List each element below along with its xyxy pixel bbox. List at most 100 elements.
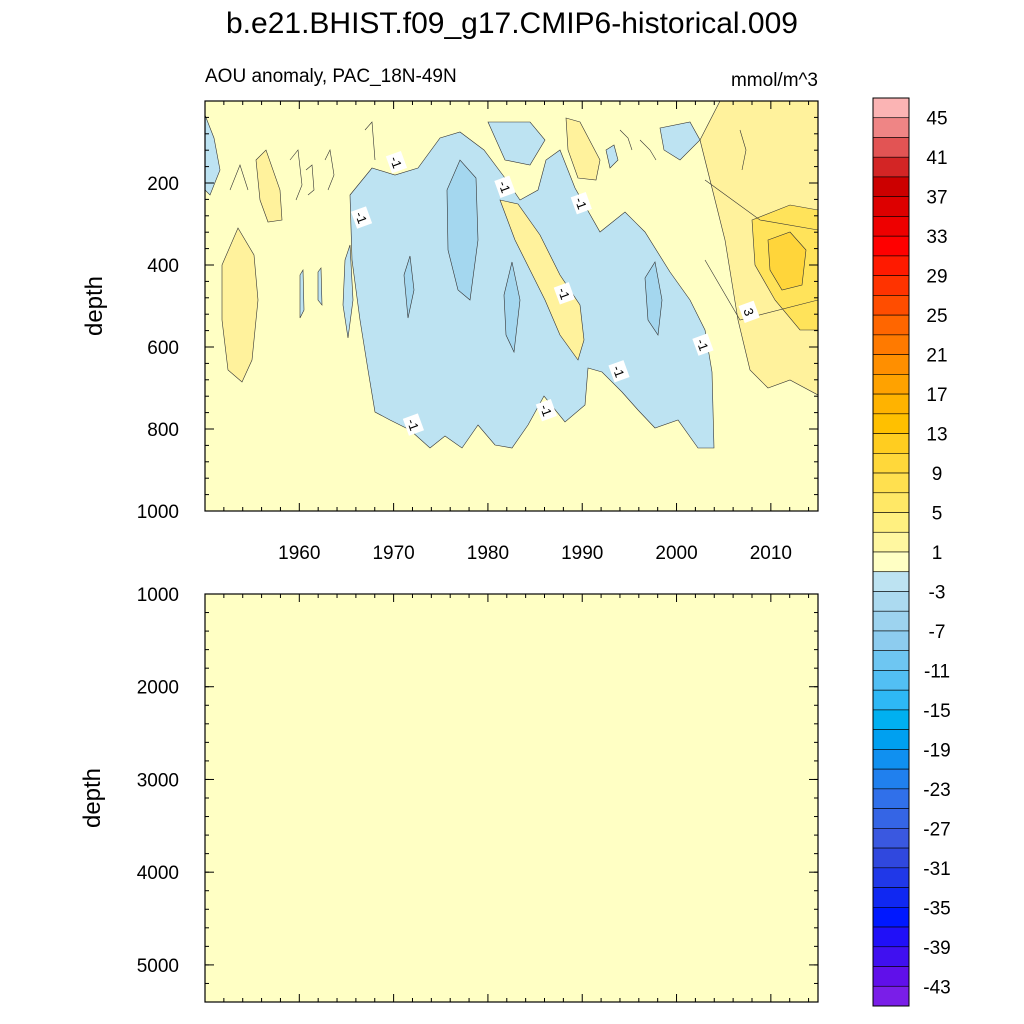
upper-axis-ticks: 1960 1970 1980 1990 2000 2010 200 400 600 800 1000 <box>137 101 818 564</box>
colorbar-swatch <box>872 828 910 849</box>
colorbar-swatch <box>872 907 910 928</box>
lower-y-axis-label: depth <box>79 768 106 828</box>
colorbar-swatch <box>872 768 910 790</box>
contour-lines <box>229 121 818 321</box>
colorbar-label: -3 <box>929 582 946 603</box>
colorbar-swatch <box>872 334 910 355</box>
colorbar-swatch <box>872 314 910 336</box>
colorbar-label: 25 <box>926 306 947 327</box>
contour-label: 3 <box>738 300 760 324</box>
chart-title: b.e21.BHIST.f09_g17.CMIP6-historical.009 <box>226 7 798 40</box>
contour-label-bg <box>402 413 425 436</box>
negative-anomaly-core-4 <box>403 255 415 319</box>
colorbar-swatch <box>872 235 910 257</box>
upper-plot-frame <box>204 100 819 512</box>
contour-label-text: 3 <box>740 306 757 318</box>
contour-label-text: -1 <box>537 402 555 418</box>
y-tick-label: 2000 <box>137 678 179 699</box>
y-tick-label: 3000 <box>137 770 179 791</box>
colorbar-swatch <box>872 847 910 869</box>
contour-label-text: -1 <box>404 417 422 433</box>
colorbar-swatch <box>872 453 910 474</box>
positive-anomaly-strip-1 <box>255 149 283 223</box>
colorbar-swatch <box>872 354 910 375</box>
contour-label: -1 <box>608 360 630 383</box>
y-tick-label: 600 <box>147 338 179 359</box>
x-tick-label: 2010 <box>750 543 792 564</box>
colorbar-swatch <box>872 196 910 217</box>
colorbar-swatch <box>872 670 910 691</box>
y-tick-label: 400 <box>147 256 179 277</box>
colorbar-label: -15 <box>923 701 950 722</box>
contour-label-bg <box>350 206 373 229</box>
colorbar-swatch <box>872 709 910 730</box>
colorbar-label: 13 <box>926 425 947 446</box>
contour-label-bg <box>608 360 630 383</box>
contour-label-bg <box>535 399 557 422</box>
contour-label: -1 <box>535 399 557 422</box>
contour-label-text: -1 <box>555 286 573 302</box>
colorbar-label: 17 <box>926 385 947 406</box>
contour-label-text: -1 <box>352 210 370 226</box>
contour-label-bg <box>570 191 592 215</box>
contour-label-text: -1 <box>572 195 590 211</box>
negative-blob-4 <box>659 121 701 161</box>
colorbar-label: -31 <box>923 859 950 880</box>
colorbar-swatch <box>872 650 910 671</box>
colorbar-swatch <box>872 97 910 119</box>
colorbar-label: -43 <box>923 977 950 998</box>
colorbar-label: 21 <box>926 346 947 367</box>
colorbar-swatch <box>872 255 910 276</box>
y-tick-label: 1000 <box>137 585 179 606</box>
contour-label-bg <box>494 175 516 198</box>
y-tick-label: 1000 <box>137 502 179 523</box>
colorbar-label: 33 <box>926 227 947 248</box>
colorbar-swatch <box>872 551 910 573</box>
contour-label-bg <box>553 282 575 305</box>
contour-label-text: -1 <box>610 363 628 379</box>
y-tick-label: 5000 <box>137 956 179 977</box>
negative-anomaly-core-2 <box>503 261 521 354</box>
colorbar-swatch <box>872 749 910 770</box>
colorbar-swatch <box>872 946 910 967</box>
contour-label-text: -1 <box>387 154 405 170</box>
lower-axis-ticks: 1000 2000 3000 4000 5000 <box>137 585 818 1002</box>
y-tick-label: 200 <box>147 174 179 195</box>
colorbar-swatch <box>872 985 910 1007</box>
contour-label: -1 <box>385 150 408 174</box>
colorbar-label: 37 <box>926 188 947 209</box>
contour-label-text: -1 <box>495 179 513 195</box>
colorbar-label: -39 <box>923 938 950 959</box>
colorbar-swatch <box>872 512 910 533</box>
colorbar-label: 5 <box>932 504 943 525</box>
y-tick-label: 800 <box>147 420 179 441</box>
contour-labels: -1 -1 -1 -1 -1 -1 -1 -1 -1 3 <box>350 150 760 436</box>
negative-anomaly-core-1 <box>446 159 479 301</box>
colorbar-swatch <box>872 117 910 138</box>
negative-anomaly-core-3 <box>644 261 663 336</box>
upper-panel: -1 -1 -1 -1 -1 -1 -1 -1 -1 3 1960 1970 1980 1990 2000… <box>81 100 819 564</box>
positive-tongue-central <box>499 199 585 361</box>
units-label: mmol/m^3 <box>731 70 818 91</box>
negative-blob-5 <box>487 121 546 166</box>
contour-label: -1 <box>553 282 575 305</box>
colorbar-label: -11 <box>924 661 950 682</box>
colorbar-swatch <box>872 176 910 197</box>
colorbar-swatch <box>872 887 910 908</box>
colorbar-swatch <box>872 571 910 592</box>
colorbar-swatch <box>872 433 910 454</box>
colorbar-swatch <box>872 374 910 395</box>
negative-blob-3 <box>317 267 323 306</box>
colorbar-label: -23 <box>923 780 950 801</box>
upper-y-axis-label: depth <box>81 276 108 336</box>
contour-label: -1 <box>494 175 516 198</box>
contour-label: -1 <box>692 333 714 356</box>
contour-label: -1 <box>570 191 592 215</box>
colorbar-swatch <box>872 413 910 434</box>
negative-blob-6 <box>605 144 619 169</box>
colorbar-label: 41 <box>926 148 947 169</box>
colorbar-label: 29 <box>926 267 947 288</box>
colorbar-swatch <box>872 926 910 948</box>
colorbar-swatch <box>872 966 910 987</box>
x-tick-label: 1970 <box>372 543 414 564</box>
